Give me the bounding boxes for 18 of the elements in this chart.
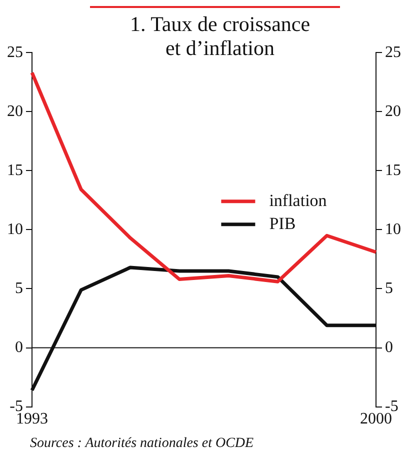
y2-tick-label: 0	[385, 338, 393, 356]
y2-tick-label: 5	[385, 280, 393, 297]
y-tick-label: 15	[7, 162, 23, 179]
legend-label: PIB	[269, 214, 296, 233]
y-tick-label: 20	[7, 102, 23, 120]
chart-title: 1. Taux de croissance et d’inflation	[128, 12, 312, 60]
y2-tick-label: 20	[385, 102, 401, 120]
x-tick-label: 2000	[360, 410, 392, 428]
legend-label: inflation	[269, 190, 328, 210]
x-tick-label: 1993	[16, 410, 48, 428]
y2-tick-label: 25	[385, 44, 401, 61]
y-tick-label: 25	[7, 44, 23, 61]
y-tick-label: 5	[15, 280, 23, 297]
source-note: Sources : Autorités nationales et OCDE	[30, 436, 254, 452]
y-tick-label: 10	[7, 220, 23, 238]
y2-tick-label: 15	[385, 162, 401, 179]
y-tick-label: 0	[15, 338, 23, 356]
y2-tick-label: 10	[385, 220, 401, 238]
